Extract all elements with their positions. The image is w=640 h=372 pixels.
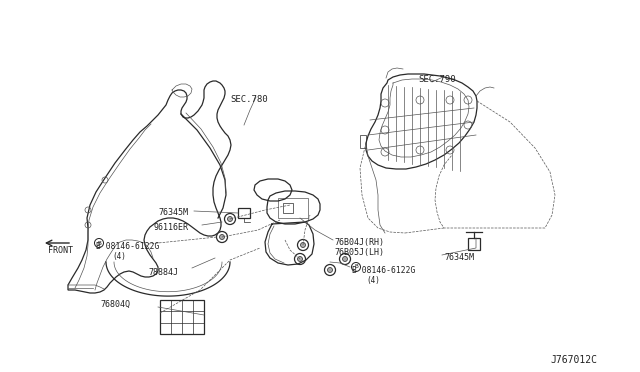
Circle shape <box>298 240 308 250</box>
Text: FRONT: FRONT <box>48 246 73 255</box>
Text: 76345M: 76345M <box>158 208 188 217</box>
Circle shape <box>339 253 351 264</box>
Text: 76804Q: 76804Q <box>100 300 130 309</box>
Text: (4): (4) <box>112 252 126 261</box>
Text: SEC.780: SEC.780 <box>230 95 268 104</box>
Text: J767012C: J767012C <box>550 355 597 365</box>
Text: 96116ER: 96116ER <box>154 223 189 232</box>
Text: 78884J: 78884J <box>148 268 178 277</box>
Text: B: B <box>97 241 101 246</box>
Circle shape <box>342 257 348 262</box>
Text: B 08146-6122G: B 08146-6122G <box>96 242 159 251</box>
Text: 76B04J(RH): 76B04J(RH) <box>334 238 384 247</box>
Circle shape <box>324 264 335 276</box>
Text: 76B05J(LH): 76B05J(LH) <box>334 248 384 257</box>
Text: SEC.790: SEC.790 <box>418 75 456 84</box>
Text: B: B <box>354 264 358 269</box>
Text: 76345M: 76345M <box>444 253 474 262</box>
Circle shape <box>227 217 232 221</box>
Circle shape <box>328 267 333 273</box>
Circle shape <box>298 257 303 262</box>
Circle shape <box>225 214 236 224</box>
Circle shape <box>220 234 225 240</box>
Text: (4): (4) <box>366 276 380 285</box>
Circle shape <box>294 253 305 264</box>
Text: B 08146-6122G: B 08146-6122G <box>352 266 415 275</box>
Bar <box>160 300 204 334</box>
Circle shape <box>216 231 227 243</box>
Circle shape <box>301 243 305 247</box>
